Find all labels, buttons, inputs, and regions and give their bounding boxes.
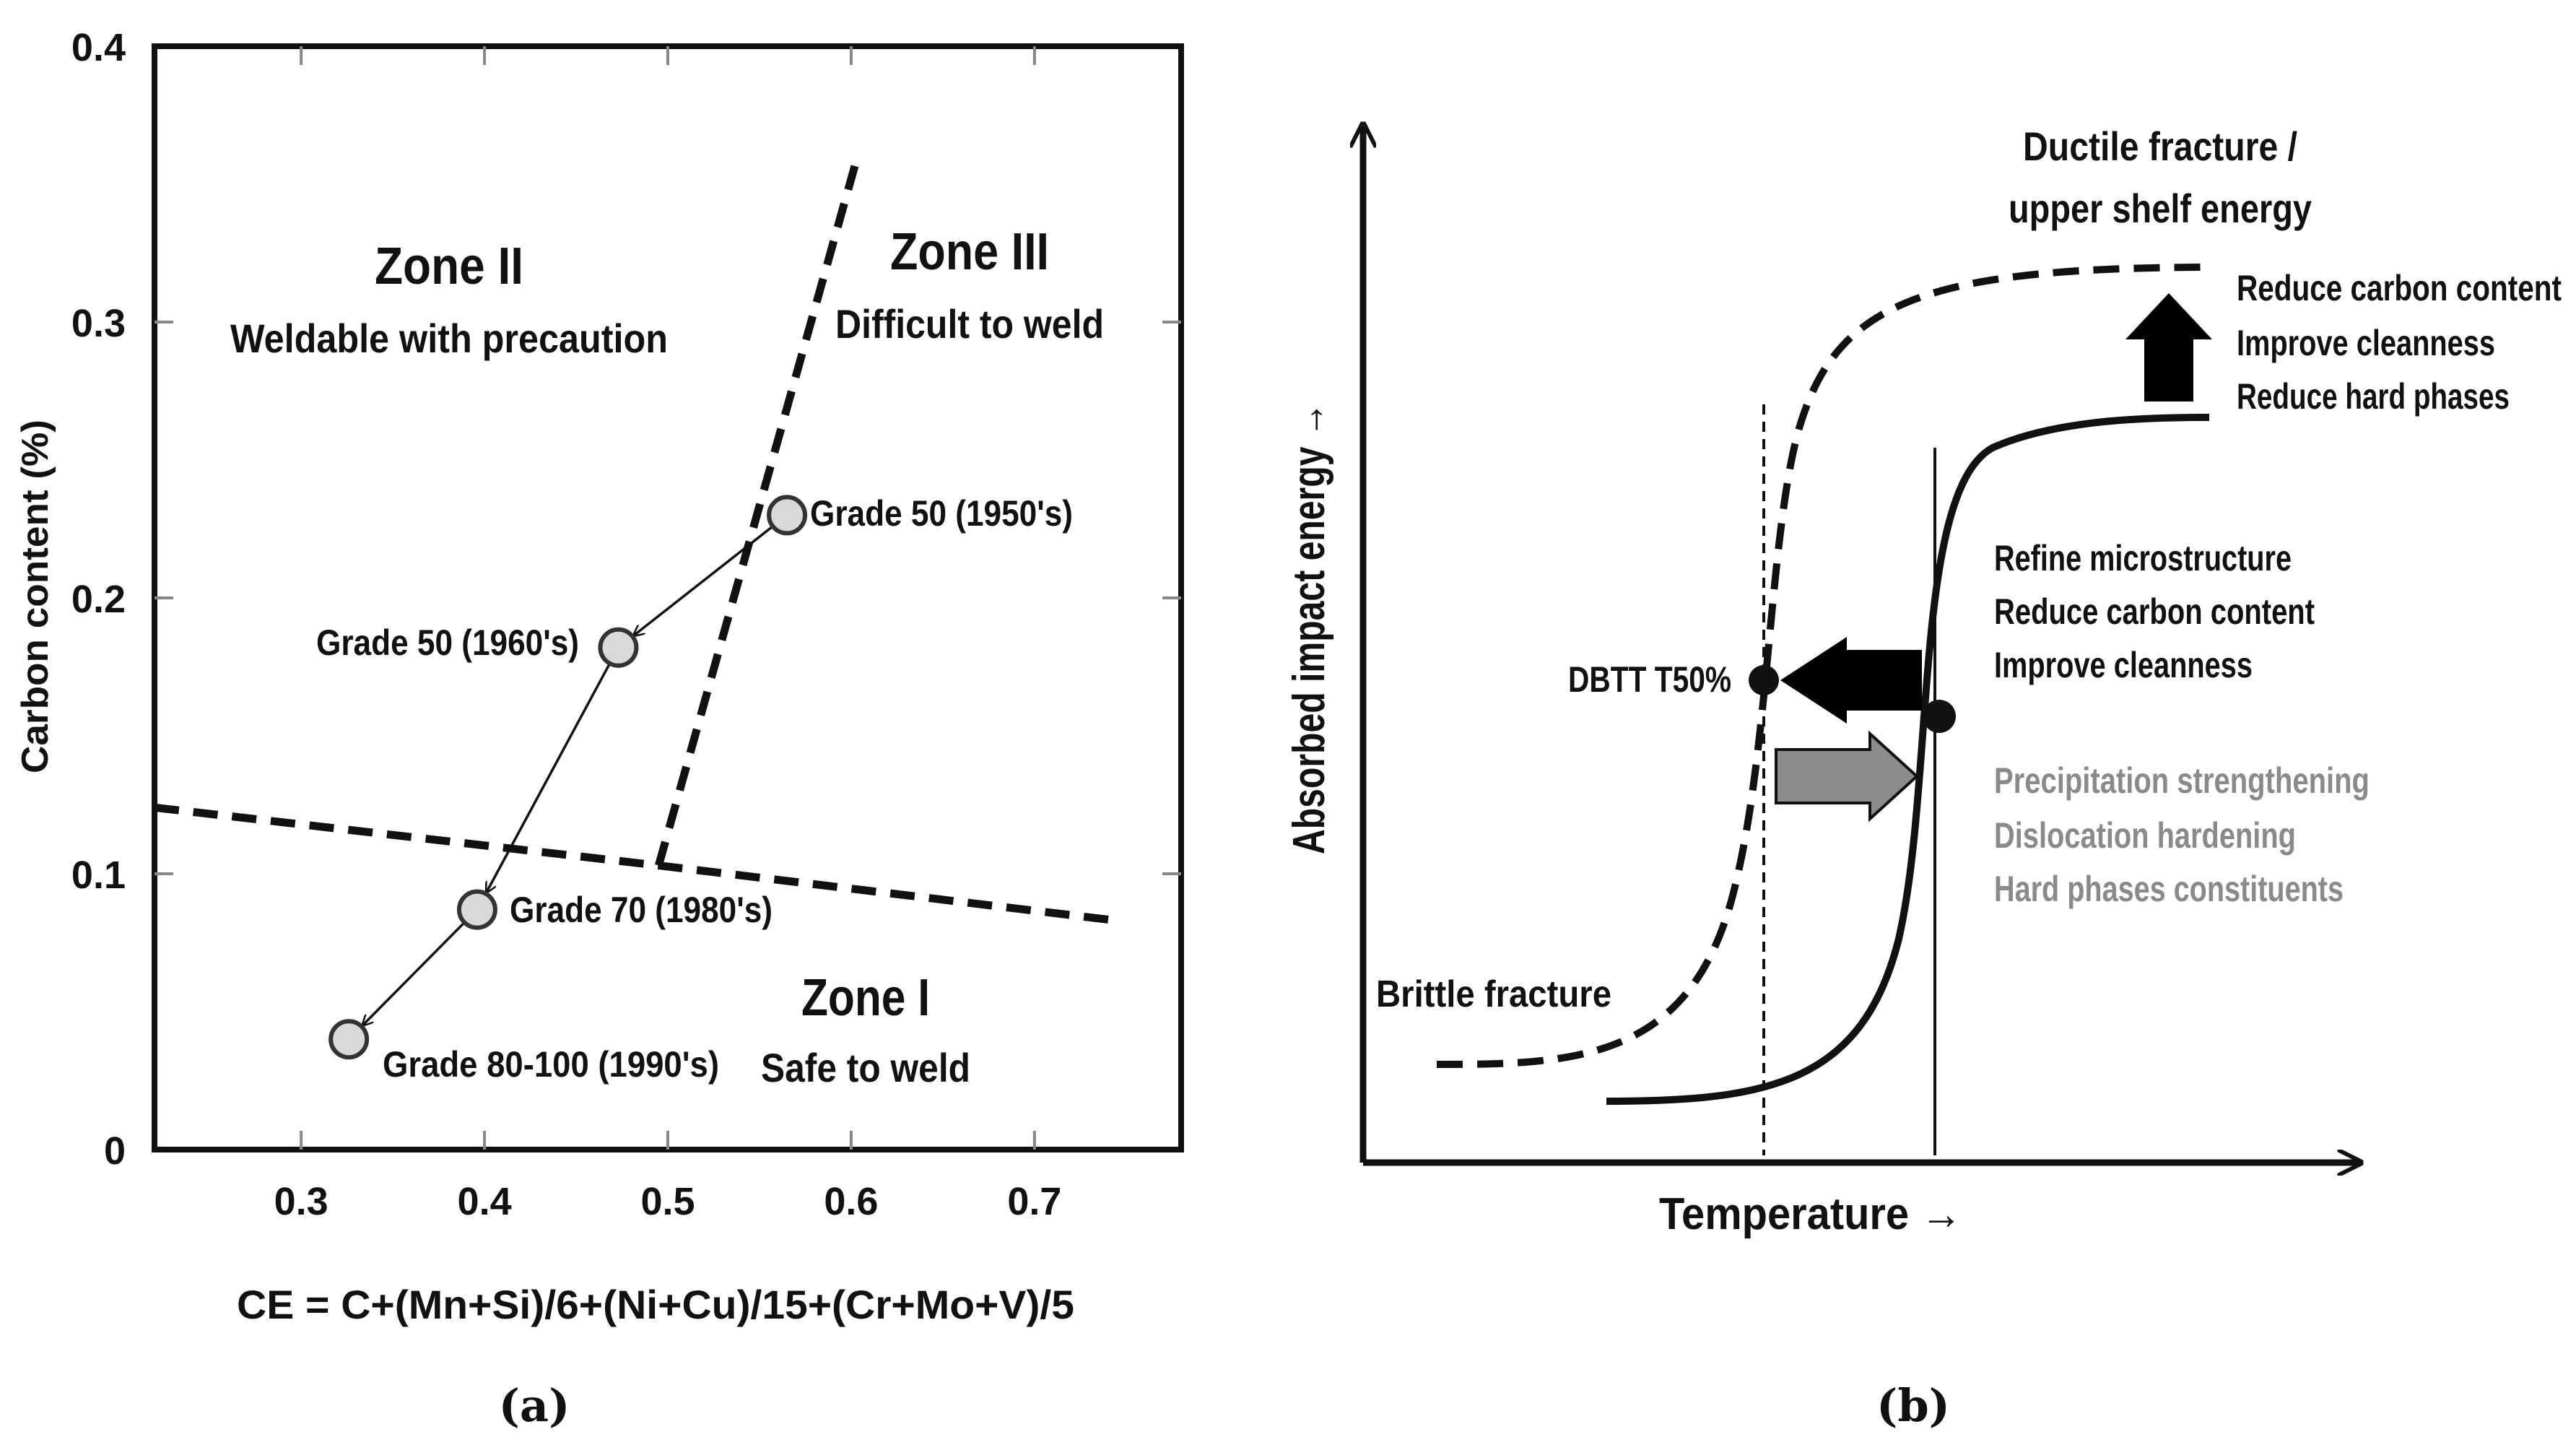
top-label-line-1: Ductile fracture / xyxy=(2023,123,2297,169)
point-label-grade50-1950s: Grade 50 (1950's) xyxy=(810,493,1073,534)
right-note-2: Dislocation hardening xyxy=(1994,815,2296,856)
left-note-1: Refine microstructure xyxy=(1994,538,2292,578)
zone-boundaries xyxy=(154,158,1118,925)
x-tick-labels-a: 0.3 0.4 0.5 0.6 0.7 xyxy=(274,1180,1062,1223)
y-tick-label: 0.2 xyxy=(71,578,126,621)
zone-iii-title: Zone III xyxy=(890,223,1049,281)
brittle-fracture-label: Brittle fracture xyxy=(1376,973,1611,1015)
zone-ii-subtitle: Weldable with precaution xyxy=(230,316,668,361)
y-tick-label: 0.1 xyxy=(71,854,126,897)
left-note-2: Reduce carbon content xyxy=(1994,591,2315,632)
zone-ii-title: Zone II xyxy=(375,238,523,295)
y-tick-labels-a: 0 0.1 0.2 0.3 0.4 xyxy=(71,26,126,1173)
trend-arrow xyxy=(634,525,774,635)
left-note-3: Improve cleanness xyxy=(1994,645,2253,685)
y-tick-label: 0 xyxy=(104,1129,126,1173)
trend-arrows xyxy=(362,525,774,1025)
shift-left-arrow xyxy=(1780,637,1922,724)
x-axis-label-a: CE = C+(Mn+Si)/6+(Ni+Cu)/15+(Cr+Mo+V)/5 xyxy=(237,1282,1074,1327)
grade-point xyxy=(767,495,808,536)
point-label-grade50-1960s: Grade 50 (1960's) xyxy=(316,622,579,663)
x-axis-label-b: Temperature → xyxy=(1659,1189,1962,1239)
x-tick-label: 0.6 xyxy=(824,1180,878,1223)
zone-i-subtitle: Safe to weld xyxy=(761,1045,970,1090)
dbtt-label: DBTT T50% xyxy=(1568,659,1731,700)
panel-label-b: (b) xyxy=(1876,1379,1950,1432)
dbtt-shifted-point xyxy=(1749,665,1779,695)
right-note-3: Hard phases constituents xyxy=(1994,869,2344,909)
top-label-line-2: upper shelf energy xyxy=(2009,186,2312,231)
grade-point xyxy=(598,627,639,668)
x-tick-label: 0.5 xyxy=(640,1180,695,1223)
panel-label-a: (a) xyxy=(499,1379,570,1432)
y-tick-label: 0.4 xyxy=(71,26,126,69)
zone-i-title: Zone I xyxy=(801,969,930,1027)
up-note-1: Reduce carbon content xyxy=(2237,268,2562,308)
up-note-2: Improve cleanness xyxy=(2237,323,2495,363)
transition-curve-shifted xyxy=(1436,264,2203,1068)
zone-iii-subtitle: Difficult to weld xyxy=(835,301,1104,347)
x-tick-label: 0.4 xyxy=(458,1180,512,1223)
trend-arrow xyxy=(487,662,612,893)
y-tick-label: 0.3 xyxy=(71,302,126,345)
up-note-3: Reduce hard phases xyxy=(2237,376,2510,417)
shift-right-arrow xyxy=(1775,730,1919,822)
zone-boundary-upper xyxy=(655,158,861,867)
trend-arrow xyxy=(362,921,466,1025)
grade-points xyxy=(328,495,808,1060)
transition-curve-original xyxy=(1606,414,2210,1105)
upper-shelf-up-arrow xyxy=(2125,293,2212,401)
point-label-grade70-1980s: Grade 70 (1980's) xyxy=(510,890,773,930)
grade-point xyxy=(328,1019,370,1060)
grade-point xyxy=(456,889,497,930)
x-tick-label: 0.3 xyxy=(274,1180,328,1223)
y-axis-label-b: Absorbed impact energy → xyxy=(1284,402,1334,854)
y-axis-label-a: Carbon content (%) xyxy=(14,420,56,773)
x-tick-label: 0.7 xyxy=(1007,1180,1061,1223)
panel-b: Ductile fracture / upper shelf energy Re… xyxy=(1284,123,2562,1432)
tick-marks-a xyxy=(155,46,1181,1150)
dbtt-original-point xyxy=(1923,700,1956,733)
panel-a: 0.3 0.4 0.5 0.6 0.7 0 0.1 0.2 0.3 0.4 Zone II We… xyxy=(14,26,1184,1432)
point-label-grade80-100-1990s: Grade 80-100 (1990's) xyxy=(383,1044,719,1085)
right-note-1: Precipitation strengthening xyxy=(1994,760,2370,801)
plot-area-a xyxy=(152,43,1184,1152)
